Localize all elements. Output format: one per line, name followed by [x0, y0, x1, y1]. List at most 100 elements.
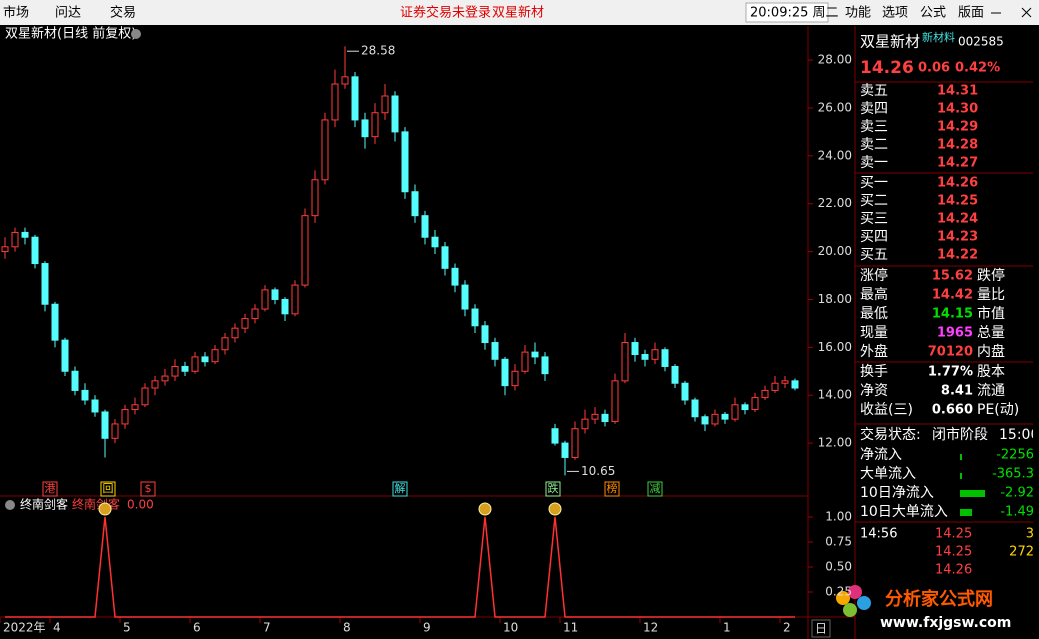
menu-item[interactable]: 选项: [882, 6, 908, 21]
candle-body: [391, 95, 399, 133]
stat-value: 0.660: [932, 403, 973, 418]
flow-value: -365.3: [992, 467, 1034, 482]
candle-body: [301, 215, 309, 286]
candle-body: [371, 112, 379, 138]
dropdown-icon[interactable]: [5, 500, 15, 510]
stat-label: 净资: [860, 383, 888, 399]
x-tick-label: 1: [723, 621, 731, 635]
bid-price: 14.23: [937, 230, 978, 245]
chart-title: 双星新材(日线 前复权): [5, 26, 136, 42]
trade-price: 14.25: [935, 545, 972, 560]
login-notice[interactable]: 证券交易未登录: [400, 5, 491, 21]
ask-label: 卖二: [860, 137, 888, 153]
x-tick-label: 4: [53, 621, 61, 635]
candle-body: [631, 342, 639, 356]
stat-value: 15.62: [932, 269, 973, 284]
flow-label: 10日净流入: [860, 485, 934, 501]
menu-item[interactable]: 公式: [920, 6, 946, 21]
flow-bar: [960, 454, 962, 460]
candle-body: [361, 119, 369, 138]
candle-body: [41, 263, 49, 305]
stat-value: 1965: [937, 326, 973, 341]
flow-value: -2256: [996, 448, 1034, 463]
toolbar: [0, 0, 1039, 25]
candle-body: [121, 409, 129, 425]
period[interactable]: 日: [815, 622, 827, 636]
menu-item[interactable]: 问达: [55, 6, 81, 21]
y-tick-label: 0.75: [825, 535, 852, 549]
candle-body: [461, 284, 469, 310]
candle-body: [681, 382, 689, 401]
x-tick-label: 12: [643, 621, 658, 635]
quote-change: 0.06: [918, 61, 950, 76]
trade-price: 14.26: [935, 563, 972, 578]
stat-value: 14.15: [932, 307, 973, 322]
dropdown-icon[interactable]: [131, 29, 141, 39]
stat-value: 70120: [928, 345, 973, 360]
ask-price: 14.31: [937, 84, 978, 99]
status-label: 交易状态:: [860, 426, 921, 443]
candle-body: [781, 380, 789, 384]
close-button[interactable]: [1021, 7, 1032, 18]
menu-item[interactable]: 功能: [845, 6, 871, 21]
quote-price: 14.26: [860, 58, 914, 78]
signal: 减: [650, 482, 661, 495]
candle-body: [751, 397, 759, 411]
stat-label: 外盘: [860, 343, 888, 360]
candle-body: [591, 413, 599, 420]
period-button[interactable]: [811, 619, 831, 638]
flow-label: 大单流入: [860, 466, 916, 482]
quote-code: 002585: [958, 35, 1004, 49]
indicator-line: [5, 516, 795, 618]
candle-body: [181, 365, 189, 372]
candle-body: [71, 370, 79, 391]
candle-body: [211, 349, 219, 363]
bid-price: 14.22: [937, 248, 978, 263]
menu-item[interactable]: 市场: [3, 5, 29, 21]
stat-label: 量比: [977, 287, 1005, 303]
candle-body: [191, 356, 199, 372]
candle-body: [641, 354, 649, 360]
candle-body: [141, 387, 149, 406]
candle-body: [731, 404, 739, 420]
ask-price: 14.29: [937, 120, 978, 135]
status-value: 闭市阶段: [932, 426, 988, 443]
candle-body: [281, 298, 289, 315]
candle-body: [321, 119, 329, 181]
candle-body: [601, 413, 609, 423]
stat-label: 总量: [977, 325, 1005, 341]
candle-body: [51, 303, 59, 341]
bid-price: 14.25: [937, 194, 978, 209]
candle-body: [721, 413, 729, 420]
stat-label: 涨停: [860, 267, 888, 284]
candle-body: [81, 389, 89, 401]
candle-body: [61, 339, 69, 372]
ask-label: 卖一: [860, 155, 888, 171]
candle-body: [521, 351, 529, 372]
menu-item[interactable]: 版面: [958, 6, 984, 21]
flow-label: 净流入: [860, 447, 902, 463]
x-tick-label: 5: [123, 621, 131, 635]
x-tick-label: 2022年: [3, 621, 46, 635]
ask-price: 14.28: [937, 138, 978, 153]
signal-box: [392, 481, 408, 497]
indicator-title: 终南剑客: [20, 497, 68, 512]
signal: 解: [395, 481, 406, 495]
candle-body: [571, 428, 579, 458]
stock-name: 双星新材: [492, 5, 544, 21]
logo-name: 分析家公式网: [885, 588, 993, 610]
bid-price: 14.24: [937, 212, 978, 227]
signal: 跌: [548, 481, 559, 495]
menu-item[interactable]: 交易: [110, 5, 136, 21]
candle-body: [691, 399, 699, 418]
stat-label: 最高: [860, 286, 888, 303]
bid-label: 买三: [860, 211, 888, 227]
y-tick-label: 28.00: [818, 53, 852, 67]
y-tick-label: 16.00: [818, 340, 852, 354]
candle-body: [171, 365, 179, 377]
y-tick-label: 0.50: [825, 560, 852, 574]
ask-price: 14.30: [937, 102, 978, 117]
candle-body: [221, 337, 229, 351]
candle-body: [111, 423, 119, 439]
